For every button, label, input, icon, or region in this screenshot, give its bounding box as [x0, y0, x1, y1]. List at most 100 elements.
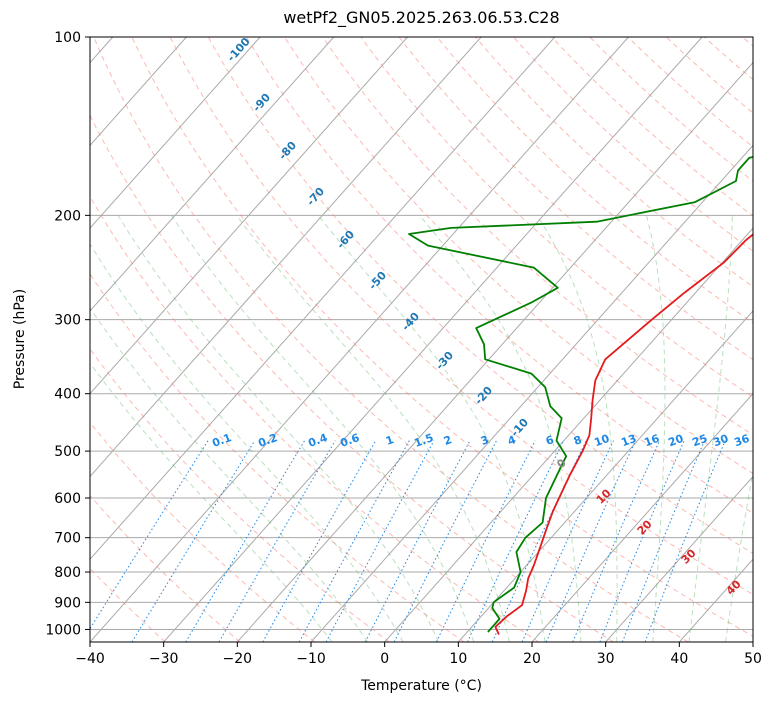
dry-adiabat [90, 567, 166, 642]
mixing-ratio-line [325, 440, 435, 642]
isotherm-line [310, 144, 753, 642]
dry-adiabat [627, 37, 753, 148]
y-tick-label: 100 [54, 30, 81, 46]
moist-adiabat-label: 0 [554, 456, 569, 471]
moist-adiabat [645, 215, 666, 642]
mixing-ratio-label: 8 [572, 433, 584, 448]
moist-adiabat-label: 20 [635, 517, 655, 537]
isotherm-line [605, 475, 753, 642]
x-tick-label: 40 [670, 651, 688, 667]
dry-adiabat [131, 37, 753, 637]
x-tick-label: 30 [597, 651, 615, 667]
y-tick-label: 300 [54, 313, 81, 329]
dry-adiabat [90, 348, 390, 642]
mixing-ratio-label: 1.5 [412, 431, 435, 450]
mixing-ratio-label: 36 [732, 432, 751, 450]
isotherm-line [457, 310, 753, 642]
mixing-ratio-line [467, 440, 565, 642]
moist-adiabat [317, 214, 546, 642]
isotherm-line [163, 37, 703, 642]
mixing-ratio-label: 16 [642, 432, 661, 450]
mixing-ratio-line [572, 440, 661, 642]
x-axis-label: Temperature (°C) [361, 678, 482, 694]
mixing-ratio-line [599, 440, 685, 642]
mixing-ratio-line [364, 440, 471, 642]
mixing-ratio-line [298, 440, 410, 642]
dewpoint-line [408, 156, 753, 633]
dry-adiabat [90, 195, 540, 642]
mixing-ratio-line [644, 440, 726, 642]
isotherm-line [236, 61, 753, 642]
dry-adiabat [513, 37, 753, 252]
dry-adiabat [284, 37, 753, 475]
dry-adiabat [169, 37, 753, 595]
dry-adiabat [360, 37, 753, 398]
moist-adiabat [725, 468, 753, 642]
x-tick-label: 10 [449, 651, 467, 667]
dry-adiabat-label: -50 [366, 269, 389, 293]
mixing-ratio-line [545, 440, 636, 642]
isotherm-line [90, 37, 629, 642]
dry-adiabat-label: -30 [433, 349, 456, 373]
x-tick-label: −30 [149, 651, 179, 667]
isotherm-line [384, 227, 753, 642]
dry-adiabat-label: -70 [304, 185, 327, 209]
isotherm-line [90, 37, 482, 478]
dry-adiabat [90, 494, 241, 642]
x-tick-label: 0 [380, 651, 389, 667]
moist-adiabat [419, 214, 582, 642]
dry-adiabat [90, 114, 614, 642]
mixing-ratio-label: 13 [619, 432, 638, 449]
x-tick-label: −20 [223, 651, 253, 667]
dry-adiabat [436, 37, 753, 324]
dry-adiabat-label: -90 [250, 91, 273, 115]
dry-adiabat [207, 37, 753, 554]
dry-adiabat [245, 37, 753, 514]
y-tick-label: 400 [54, 387, 81, 403]
moist-adiabat [536, 215, 618, 642]
mixing-ratio-label: 25 [690, 432, 709, 449]
dry-adiabat-label: -60 [334, 228, 357, 252]
mixing-ratio-line [131, 440, 256, 642]
moist-adiabat-label: 40 [724, 577, 744, 597]
isotherm-line [90, 37, 335, 312]
chart-title: wetPf2_GN05.2025.263.06.53.C28 [283, 8, 560, 27]
mixing-ratio-label: 30 [711, 432, 730, 450]
dry-adiabat [322, 37, 753, 436]
mixing-ratio-label: 1 [384, 433, 396, 448]
dry-adiabat-label: -20 [472, 384, 495, 408]
mixing-ratio-label: 0.1 [210, 431, 233, 450]
mixing-ratio-line [218, 440, 336, 642]
dry-adiabat [742, 37, 753, 47]
dry-adiabat [90, 640, 91, 642]
plot-frame [89, 36, 754, 643]
dry-adiabat [398, 37, 753, 361]
y-tick-label: 500 [54, 444, 81, 460]
y-tick-label: 600 [54, 491, 81, 507]
y-tick-label: 800 [54, 565, 81, 581]
y-tick-label: 900 [54, 595, 81, 611]
x-tick-label: 50 [744, 651, 762, 667]
moist-adiabat [117, 215, 439, 642]
moist-adiabat-label: 30 [679, 546, 699, 566]
isotherm-line [531, 392, 753, 642]
dry-adiabat [90, 273, 465, 642]
mixing-ratio-label: 4 [506, 433, 518, 448]
mixing-ratio-line [435, 440, 536, 642]
x-tick-label: −10 [296, 651, 326, 667]
moist-adiabat [90, 362, 333, 642]
dry-adiabat-label: -80 [276, 139, 299, 163]
y-tick-label: 1000 [45, 622, 81, 638]
mixing-ratio-label: 0.2 [256, 431, 279, 450]
mixing-ratio-label: 20 [666, 432, 685, 450]
x-tick-label: 20 [523, 651, 541, 667]
isotherm-line [90, 37, 556, 560]
mixing-ratio-label: 3 [479, 433, 491, 448]
y-tick-label: 200 [54, 208, 81, 224]
moist-adiabat [90, 243, 404, 642]
x-tick-label: −40 [75, 651, 105, 667]
dry-adiabat [551, 37, 753, 217]
mixing-ratio-line [521, 440, 614, 642]
temperature-line [494, 233, 753, 635]
